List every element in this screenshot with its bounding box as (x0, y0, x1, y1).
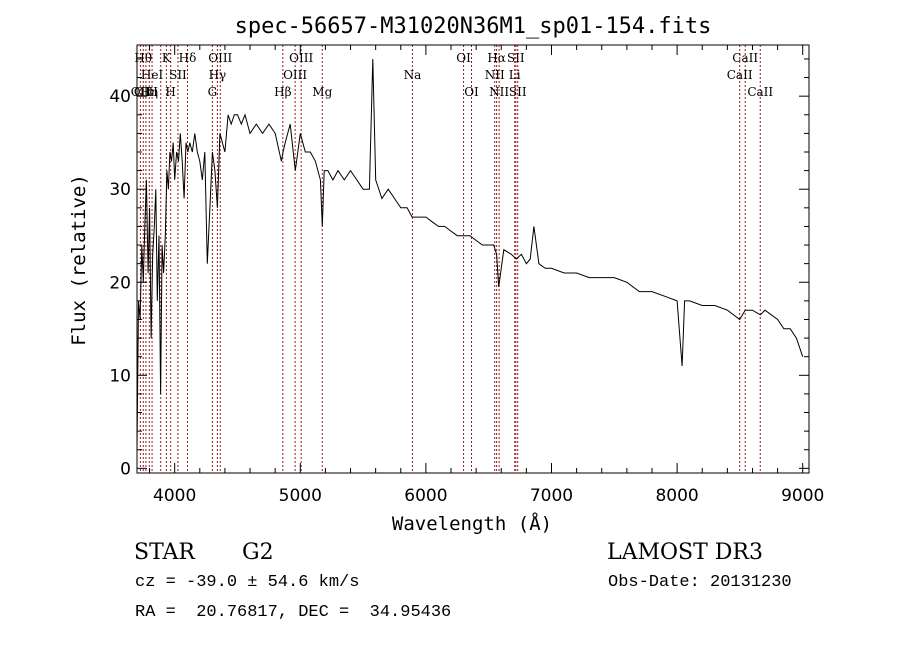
line-label-23: Li (509, 68, 521, 82)
line-label-12: OIII (208, 51, 232, 65)
line-label-10: G (208, 85, 218, 99)
line-label-21: Hα (487, 51, 506, 65)
y-axis-label: Flux (relative) (68, 174, 90, 346)
line-label-2: OIII (134, 85, 158, 99)
spectral-line-labels: OIIHθOIIIHηHeIKHSIIHδGHγOIIIHβOIIIOIIIMg… (131, 51, 774, 99)
y-tick-label-0: 0 (120, 459, 131, 479)
line-label-27: CaII (732, 51, 758, 65)
line-label-25: SII (509, 85, 527, 99)
line-label-11: Hγ (209, 68, 227, 82)
ra-dec-coordinates: RA = 20.76817, DEC = 34.95436 (135, 603, 452, 622)
line-label-18: OI (456, 51, 471, 65)
x-tick-label-0: 4000 (153, 486, 196, 506)
x-tick-label-3: 7000 (530, 486, 573, 506)
line-label-24: SII (507, 51, 525, 65)
x-tick-label-4: 8000 (655, 486, 698, 506)
line-label-13: Hβ (274, 85, 291, 99)
y-tick-label-4: 40 (109, 87, 131, 107)
line-label-17: Na (404, 68, 422, 82)
spectrum-series-line (136, 58, 804, 450)
line-label-7: H (165, 85, 175, 99)
redshift-cz: cz = -39.0 ± 54.6 km/s (135, 573, 360, 592)
line-label-28: CaII (747, 85, 773, 99)
x-tick-label-2: 6000 (404, 486, 447, 506)
y-tick-label-3: 30 (109, 180, 131, 200)
y-tick-label-1: 10 (109, 366, 131, 386)
y-tick-label-2: 20 (109, 273, 131, 293)
x-tick-label-5: 9000 (781, 486, 824, 506)
x-axis-label: Wavelength (Å) (392, 512, 552, 535)
y-axis-ticks: 0 10 20 30 40 (109, 58, 809, 479)
x-axis-ticks: 4000 5000 6000 7000 8000 9000 (149, 45, 824, 506)
object-class: STAR (134, 540, 195, 565)
x-tick-label-1: 5000 (279, 486, 322, 506)
chart-title: spec-56657-M31020N36M1_sp01-154.fits (235, 14, 712, 39)
line-label-16: Mg (312, 85, 332, 99)
plot-frame (136, 44, 810, 474)
line-label-22: NII (489, 85, 509, 99)
line-label-3: Hη (140, 85, 158, 99)
line-label-4: HeI (141, 68, 164, 82)
line-label-0: OII (131, 85, 151, 99)
line-label-14: OIII (283, 68, 307, 82)
line-label-15: OIII (289, 51, 313, 65)
observation-date: Obs-Date: 20131230 (608, 573, 792, 592)
object-subclass: G2 (242, 540, 274, 565)
line-label-9: Hδ (179, 51, 197, 65)
line-label-8: SII (169, 68, 187, 82)
line-label-1: Hθ (134, 51, 152, 65)
survey-name: LAMOST DR3 (607, 540, 763, 565)
line-label-19: OI (464, 85, 479, 99)
line-label-6: K (162, 51, 172, 65)
line-label-26: CaII (727, 68, 753, 82)
line-label-20: NII (485, 68, 505, 82)
spectral-line-markers (139, 45, 761, 473)
